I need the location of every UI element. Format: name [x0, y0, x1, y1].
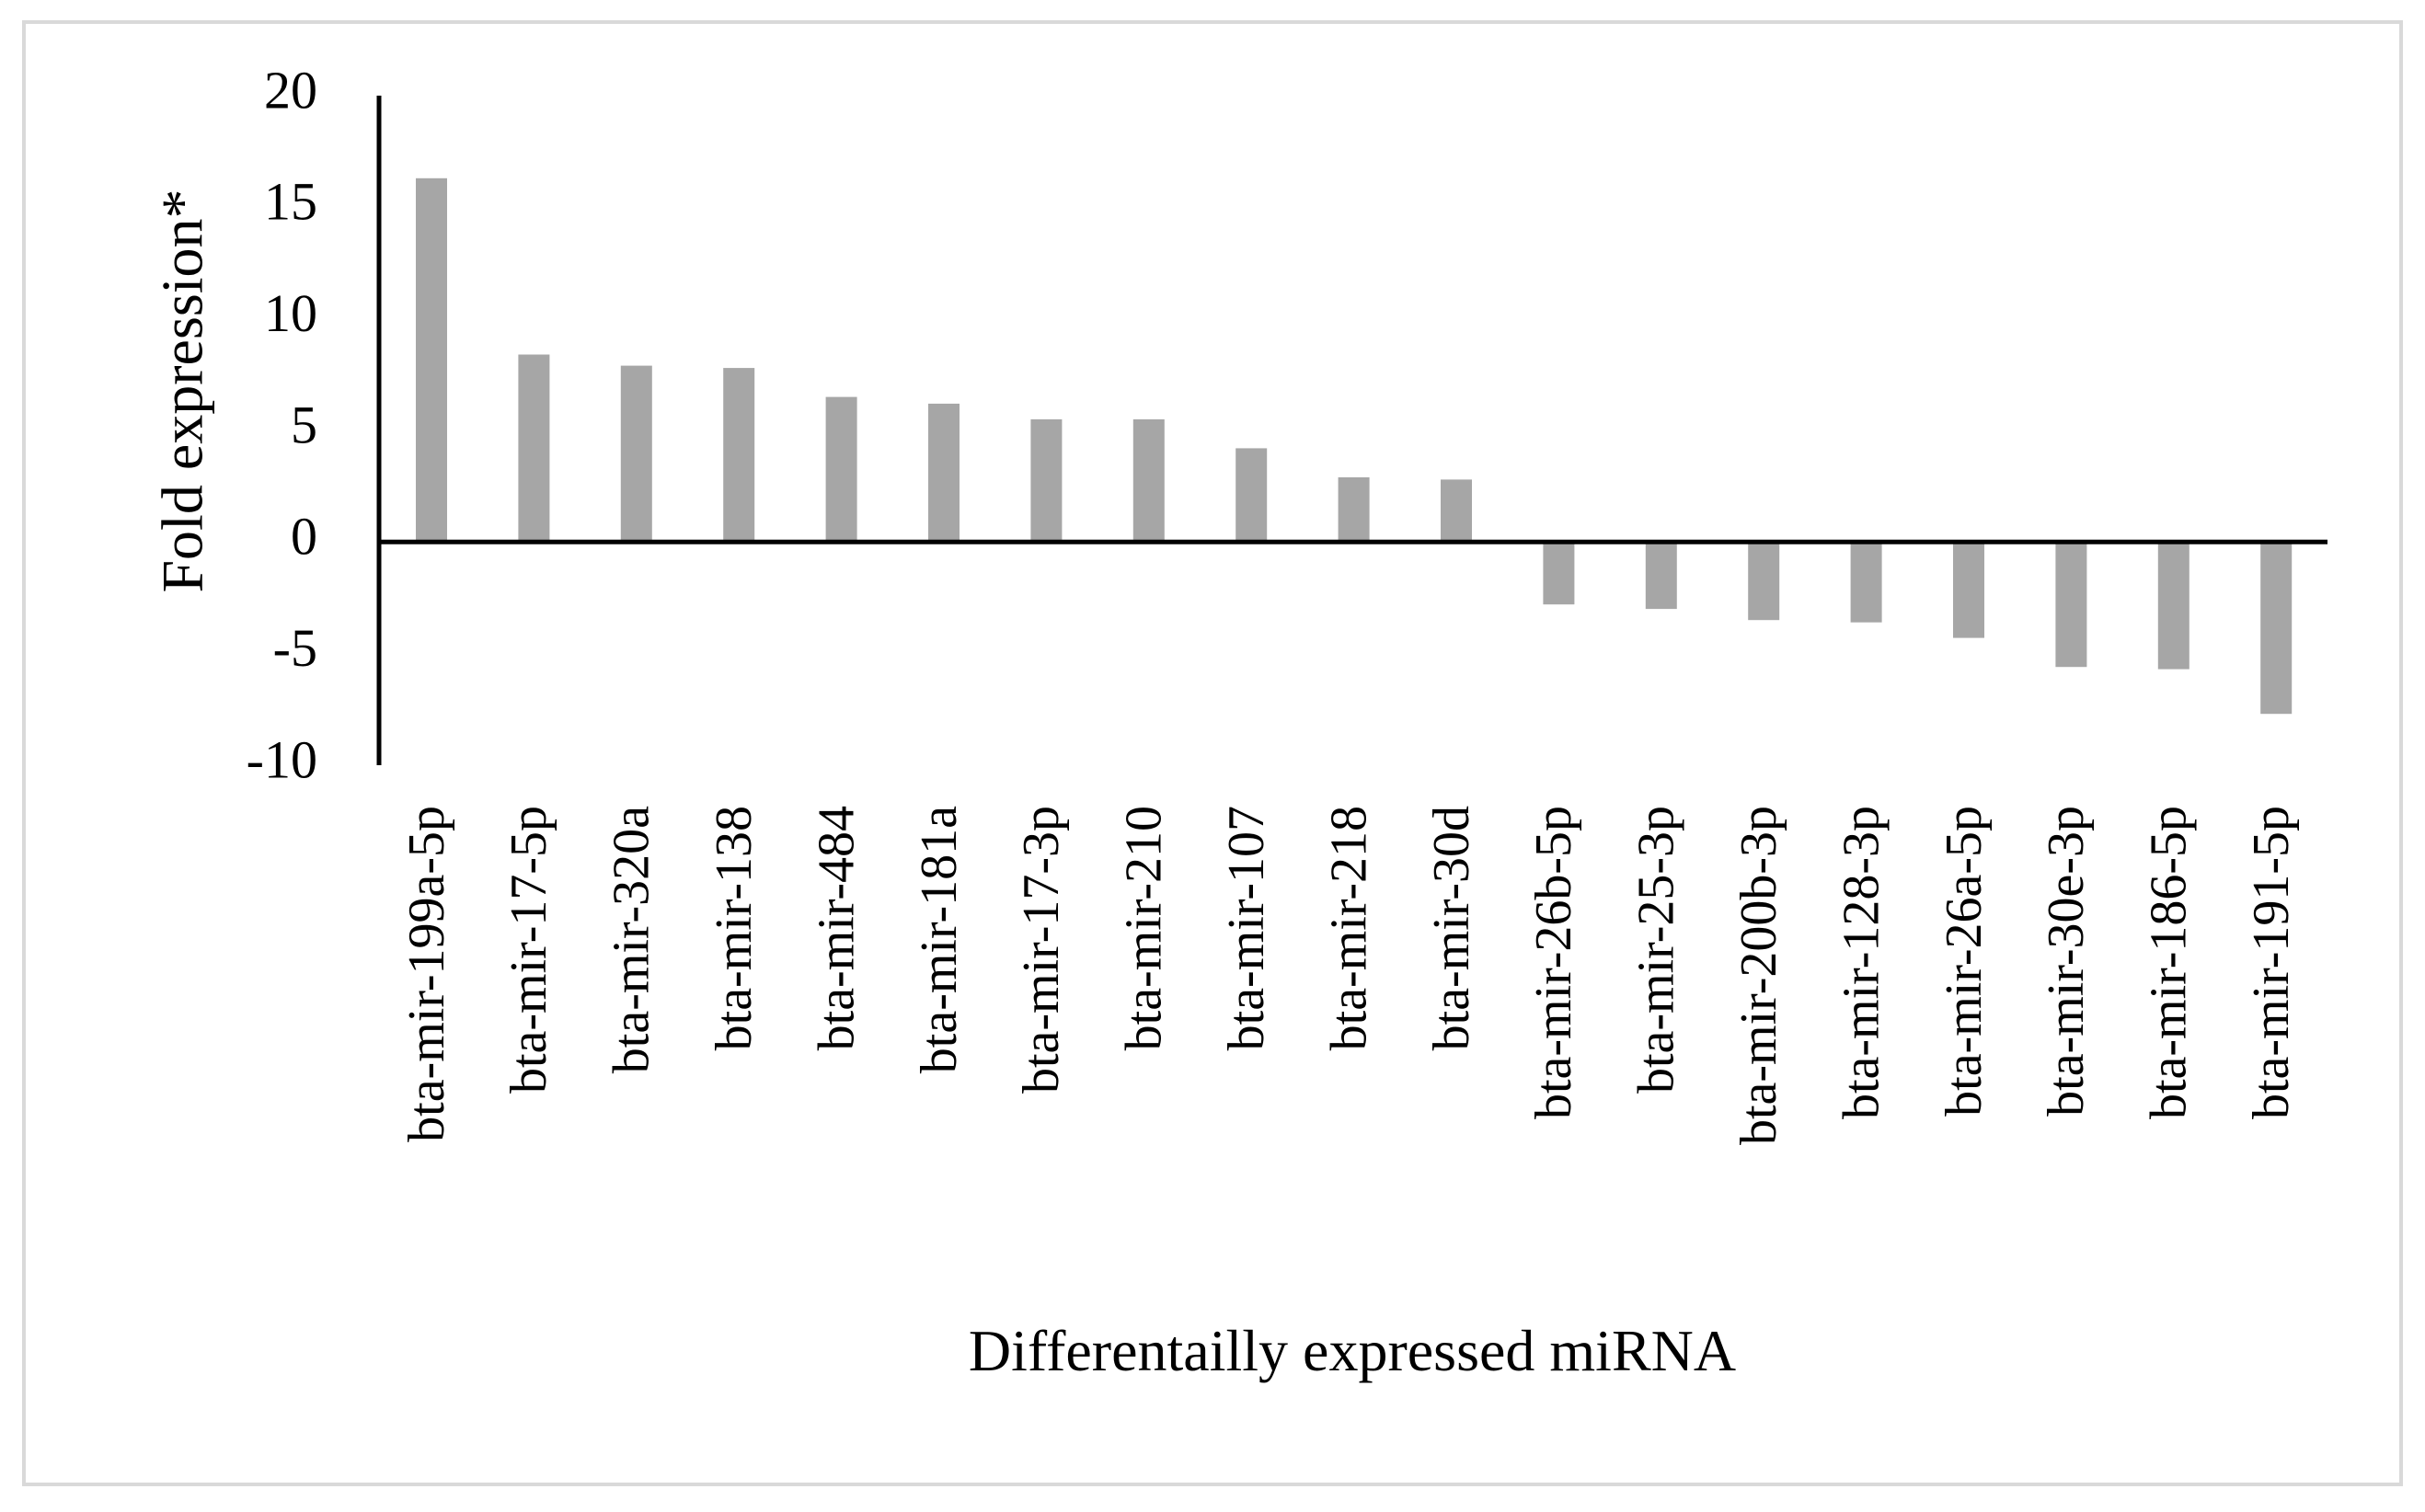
bar-bta-mir-210	[1132, 418, 1165, 543]
y-tick-label: 5	[291, 395, 317, 454]
x-tick-label: bta-mir-186-5p	[2141, 806, 2198, 1119]
bar-bta-mir-26b-5p	[1543, 542, 1575, 605]
bars-layer	[416, 178, 2293, 715]
bar-bta-mir-107	[1235, 448, 1268, 543]
bar-bta-mir-25-3p	[1645, 542, 1677, 610]
bar-bta-mir-17-5p	[518, 354, 550, 543]
x-tick-label: bta-mir-17-3p	[1013, 806, 1070, 1094]
x-tick-label: bta-mir-17-5p	[500, 806, 557, 1094]
y-tick-label: -10	[247, 729, 317, 789]
x-tick-label: bta-mir-484	[808, 806, 865, 1050]
y-tick-label: 20	[264, 60, 317, 120]
x-tick-label: bta-mir-181a	[911, 806, 968, 1073]
x-tick-label: bta-mir-30d	[1423, 806, 1480, 1050]
bar-bta-mir-320a	[620, 365, 652, 543]
y-tick-label: 10	[264, 283, 317, 343]
bar-bta-mir-138	[723, 368, 755, 543]
bar-bta-mir-191-5p	[2260, 542, 2293, 715]
x-category-labels: bta-mir-199a-5p bta-mir-17-5p bta-mir-320a…	[398, 806, 2300, 1145]
x-tick-label: bta-mir-107	[1218, 806, 1275, 1050]
y-tick-label: 15	[264, 172, 317, 232]
x-tick-label: bta-mir-26a-5p	[1936, 806, 1993, 1117]
x-tick-label: bta-mir-138	[706, 806, 763, 1050]
x-axis-title: Differentailly expressed miRNA	[969, 1318, 1736, 1383]
x-tick-label: bta-mir-30e-3p	[2038, 806, 2095, 1117]
bar-bta-mir-30e-3p	[2055, 542, 2087, 668]
x-tick-label: bta-mir-200b-3p	[1730, 806, 1787, 1145]
x-tick-label: bta-mir-210	[1116, 806, 1173, 1050]
x-tick-label: bta-mir-25-3p	[1628, 806, 1685, 1094]
bar-bta-mir-181a	[928, 403, 960, 543]
y-tick-label: 0	[291, 507, 317, 567]
x-tick-label: bta-mir-218	[1320, 806, 1377, 1050]
x-tick-label: bta-mir-320a	[603, 806, 661, 1073]
bar-bta-mir-186-5p	[2157, 542, 2189, 670]
bar-bta-mir-30d	[1441, 479, 1472, 543]
x-tick-label: bta-mir-199a-5p	[398, 806, 455, 1142]
axes-layer	[376, 96, 2327, 765]
x-tick-label: bta-mir-26b-5p	[1525, 806, 1582, 1119]
x-tick-label: bta-mir-128-3p	[1833, 806, 1890, 1119]
bar-bta-mir-128-3p	[1850, 542, 1882, 623]
y-axis-title: Fold expression*	[150, 189, 215, 592]
x-tick-label: bta-mir-191-5p	[2243, 806, 2300, 1119]
bar-bta-mir-199a-5p	[416, 178, 447, 543]
bar-bta-mir-484	[825, 396, 857, 543]
y-tick-labels: 20 15 10 5 0 -5 -10	[247, 60, 317, 789]
bar-bta-mir-26a-5p	[1953, 542, 1984, 638]
bar-bta-mir-218	[1338, 477, 1370, 543]
bar-bta-mir-17-3p	[1030, 418, 1063, 543]
y-tick-label: -5	[273, 618, 317, 678]
bar-bta-mir-200b-3p	[1748, 542, 1780, 621]
